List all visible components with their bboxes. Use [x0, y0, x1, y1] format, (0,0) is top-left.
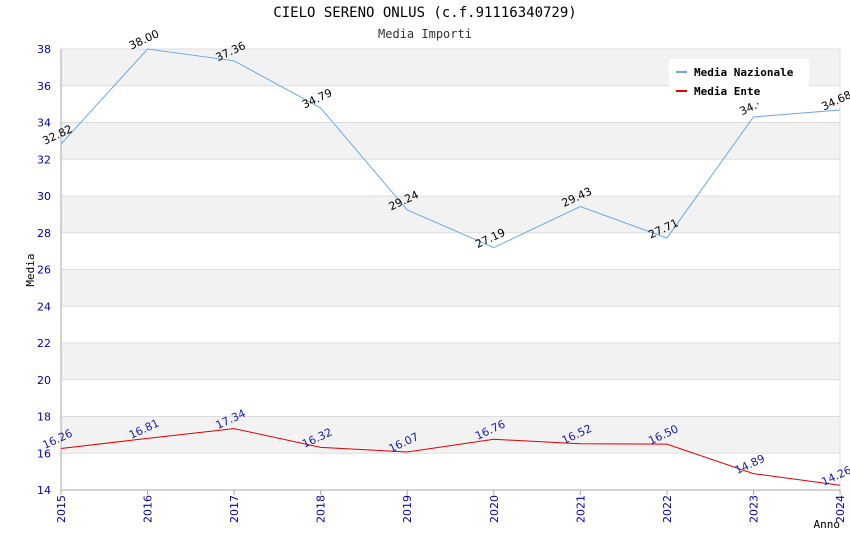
x-axis-ticks: 2015 2016 2017 2018 2019 2020 2021 2022 2023 2024	[55, 490, 847, 523]
x-tick-label: 2017	[228, 495, 241, 523]
series-line-media-nazionale	[60, 48, 841, 249]
y-tick-label: 16	[37, 447, 51, 460]
grid-band	[61, 232, 840, 270]
legend: Media Nazionale Media Ente	[669, 59, 809, 99]
y-tick-label: 38	[37, 43, 51, 56]
axes	[60, 49, 840, 491]
y-tick-label: 24	[37, 300, 51, 313]
grid-band	[61, 196, 840, 233]
x-tick-label: 2015	[55, 495, 68, 523]
series-line-media-ente	[60, 428, 841, 486]
y-tick-label: 32	[37, 153, 51, 166]
x-axis-label: Anno	[814, 518, 841, 531]
x-tick-label: 2016	[142, 495, 155, 523]
y-axis-ticks: 14 16 18 20 22 24 26 28 30 32 34 36 38	[37, 43, 51, 497]
grid-band	[61, 453, 840, 490]
grid-lines	[61, 48, 841, 491]
y-tick-label: 14	[37, 484, 51, 497]
x-tick-label: 2020	[488, 495, 501, 523]
grid-band	[61, 122, 840, 160]
x-tick-label: 2019	[401, 495, 414, 523]
y-tick-label: 28	[37, 227, 51, 240]
grid-band	[61, 416, 840, 454]
y-tick-label: 22	[37, 337, 51, 350]
grid-band	[61, 343, 840, 380]
grid-band	[61, 159, 840, 196]
series-lines	[60, 48, 841, 486]
x-tick-label: 2024	[834, 495, 847, 523]
y-tick-label: 30	[37, 190, 51, 203]
chart-title: CIELO SERENO ONLUS (c.f.91116340729)	[273, 5, 577, 21]
y-axis-label: Media	[24, 253, 37, 286]
chart-subtitle: Media Importi	[378, 27, 472, 41]
grid-band	[61, 269, 840, 307]
x-tick-label: 2018	[315, 495, 328, 523]
y-tick-label: 36	[37, 80, 51, 93]
y-tick-label: 20	[37, 374, 51, 387]
legend-entry: Media Nazionale	[694, 66, 794, 79]
y-tick-label: 26	[37, 264, 51, 277]
y-tick-label: 34	[37, 117, 51, 130]
y-tick-label: 18	[37, 411, 51, 424]
x-tick-label: 2022	[661, 495, 674, 523]
x-tick-label: 2023	[747, 495, 760, 523]
grid-band	[61, 306, 840, 343]
grid-band	[61, 379, 840, 417]
x-tick-label: 2021	[574, 495, 587, 523]
legend-box	[669, 59, 809, 99]
legend-entry: Media Ente	[694, 85, 761, 98]
